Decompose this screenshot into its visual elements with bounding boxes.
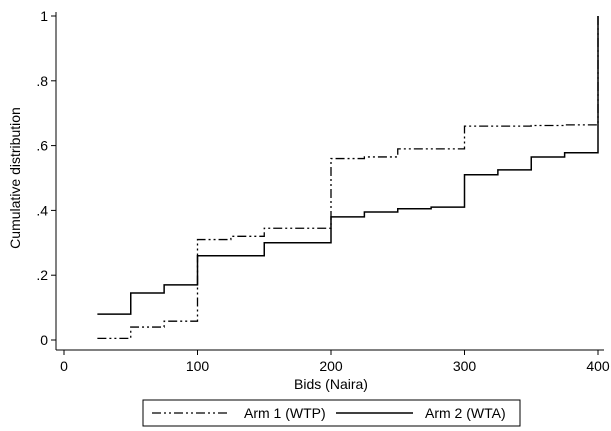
legend-label-arm2: Arm 2 (WTA)	[425, 405, 506, 421]
legend: Arm 1 (WTP) Arm 2 (WTA)	[142, 399, 521, 427]
y-tick-label: .8	[36, 73, 48, 89]
y-tick-label: 1	[40, 8, 48, 24]
axes: 0 .2 .4 .6 .8 1 0 100 200 300 400	[36, 8, 610, 374]
y-tick-label: .4	[36, 202, 48, 218]
y-tick-label: .6	[36, 138, 48, 154]
series-layer	[97, 16, 599, 340]
x-tick-label: 0	[60, 358, 68, 374]
legend-label-arm1: Arm 1 (WTP)	[244, 405, 326, 421]
y-axis-label: Cumulative distribution	[7, 107, 23, 249]
y-tick-label: 0	[40, 332, 48, 348]
x-tick-label: 300	[453, 358, 477, 374]
y-tick-label: .2	[36, 267, 48, 283]
x-tick-label: 200	[319, 358, 343, 374]
legend-box	[142, 399, 521, 427]
x-axis-label: Bids (Naira)	[294, 376, 368, 392]
series-line-arm1	[97, 16, 599, 340]
x-tick-label: 100	[186, 358, 210, 374]
series-line-arm2	[97, 16, 599, 315]
x-tick-label: 400	[586, 358, 610, 374]
